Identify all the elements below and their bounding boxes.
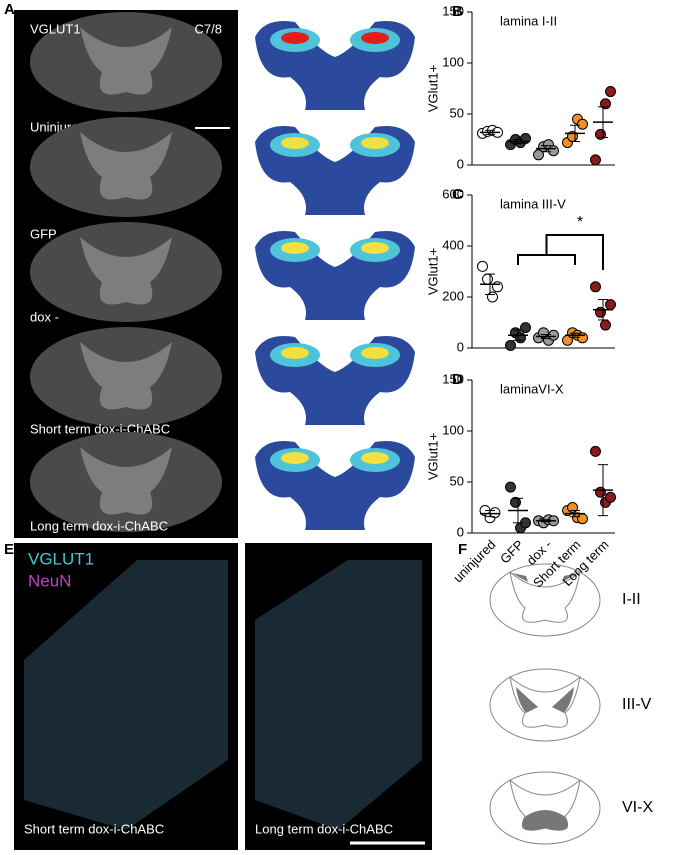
data-point [548,329,559,341]
data-point [600,319,611,331]
data-point [548,145,559,157]
data-point [595,306,606,318]
gray-matter [80,27,172,95]
heatmap-hot [361,32,389,44]
y-tick-label: 150 [442,3,464,18]
header-label: C7/8 [195,21,222,36]
data-point [590,281,601,293]
panel-label: A [4,1,15,18]
tissue [255,560,422,830]
heatmap-hot [361,242,389,254]
data-point [577,118,588,130]
y-tick-label: 150 [442,371,464,386]
chart-title: laminaVI-X [500,381,564,396]
data-point [492,281,503,293]
data-point [533,149,544,161]
y-tick-label: 50 [450,473,464,488]
data-point [510,496,521,508]
y-axis-label: VGlut1+ [425,248,440,295]
significance-bracket [517,234,604,270]
y-tick-label: 0 [457,524,464,539]
gray-matter [80,342,172,410]
data-point [487,291,498,303]
y-axis-label: VGlut1+ [425,65,440,112]
y-axis-label: VGlut1+ [425,433,440,480]
data-point [595,486,606,498]
data-point [477,260,488,272]
panel-label: D [452,371,463,388]
gray-matter [80,447,172,515]
data-point [520,322,531,334]
y-tick-label: 600 [442,186,464,201]
y-tick-label: 400 [442,237,464,252]
panel-label: F [458,541,467,558]
data-point [577,332,588,344]
chart-title: lamina III-V [500,196,566,211]
condition-label: dox - [30,309,59,324]
y-tick-label: 100 [442,54,464,69]
data-point [605,299,616,311]
data-point [577,513,588,525]
chart-title: lamina I-II [500,13,557,28]
gray-outline [509,675,581,728]
y-tick-label: 200 [442,288,464,303]
header-label: VGLUT1 [30,21,81,36]
region-shade [512,573,578,582]
data-point [489,507,501,519]
y-tick-label: 0 [457,339,464,354]
cord-outline [489,668,601,742]
heatmap-hot [281,452,309,464]
y-tick-label: 100 [442,422,464,437]
region-label: III-V [622,696,652,713]
cord-outline [489,563,601,637]
condition-label: GFP [30,226,57,241]
condition-label: Long term dox-i-ChABC [30,518,168,533]
data-point [505,481,516,493]
heatmap-hot [281,137,309,149]
heatmap-hot [361,347,389,359]
cord-outline [489,771,601,845]
caption: Short term dox-i-ChABC [24,821,164,836]
y-tick-label: 0 [457,156,464,171]
region-label: I-II [622,591,641,608]
data-point [590,154,601,166]
data-point [605,86,616,98]
data-point [567,502,578,513]
gray-matter [80,237,172,305]
x-tick-label: GFP [497,537,527,567]
significance-star: * [577,214,583,231]
data-point [600,98,611,110]
caption: Long term dox-i-ChABC [255,821,393,836]
legend-vglut1: VGLUT1 [28,549,94,568]
region-shade [516,687,574,713]
heatmap-hot [281,242,309,254]
tissue [24,560,228,830]
panel-label: B [452,3,463,20]
data-point [605,491,616,503]
heatmap-hot [281,32,309,44]
data-point [515,332,526,344]
heatmap-hot [361,452,389,464]
region-label: VI-X [622,799,653,816]
data-point [590,445,601,457]
data-point [482,273,493,285]
region-shade [521,810,569,831]
panel-label: E [4,541,14,558]
gray-matter [80,132,172,200]
heatmap-hot [281,347,309,359]
y-tick-label: 50 [450,105,464,120]
heatmap-hot [361,137,389,149]
gray-outline [509,570,581,623]
data-point [505,339,516,351]
panel-label: C [452,186,463,203]
legend-neun: NeuN [28,571,71,590]
